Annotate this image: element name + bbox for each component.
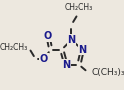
Text: C(CH₃)₃: C(CH₃)₃ bbox=[91, 68, 124, 77]
Text: CH₂CH₃: CH₂CH₃ bbox=[0, 43, 28, 52]
Text: O: O bbox=[44, 31, 52, 41]
Text: N: N bbox=[78, 45, 86, 55]
Text: O: O bbox=[40, 54, 48, 64]
Text: CH₂CH₃: CH₂CH₃ bbox=[64, 3, 92, 12]
Text: N: N bbox=[67, 35, 75, 45]
Text: N: N bbox=[62, 60, 70, 70]
